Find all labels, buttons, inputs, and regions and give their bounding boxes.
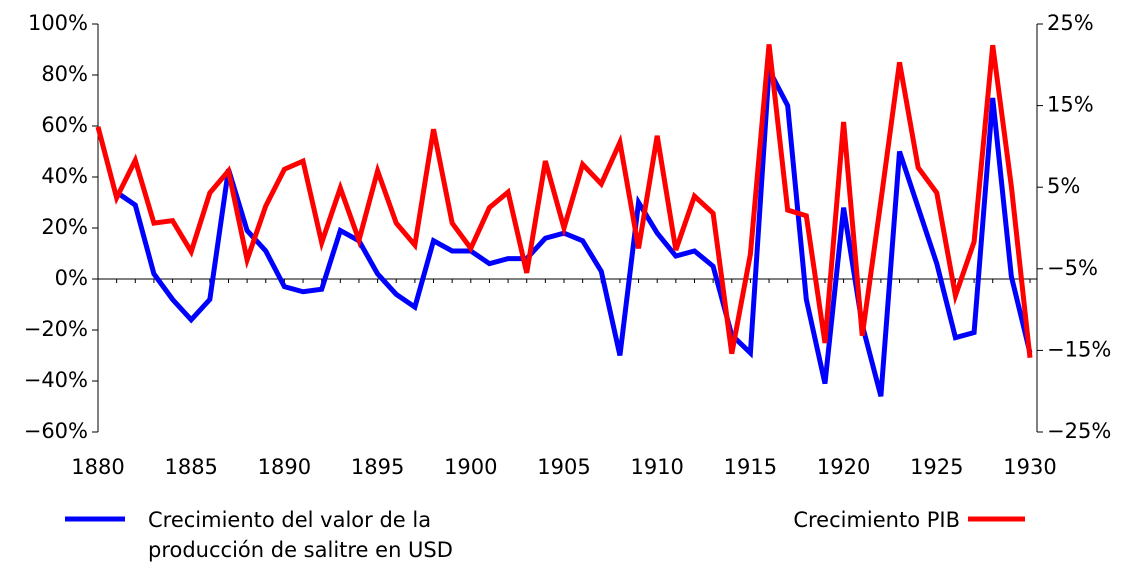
x-tick-label: 1925 (910, 455, 963, 479)
y2-tick-label: 5% (1047, 174, 1080, 198)
x-tick-label: 1910 (630, 455, 683, 479)
line-series (115, 60, 1033, 397)
y2-tick-label: 25% (1047, 11, 1094, 35)
legend-label: Crecimiento del valor de la producción d… (148, 508, 453, 562)
x-tick-label: 1905 (537, 455, 590, 479)
line-series (95, 44, 1033, 359)
x-tick-label: 1880 (71, 455, 124, 479)
x-tick-label: 1885 (164, 455, 217, 479)
y-tick-label: −40% (24, 368, 88, 392)
x-tick-label: 1890 (258, 455, 311, 479)
y-tick-label: 0% (55, 266, 88, 290)
x-tick-label: 1930 (1003, 455, 1056, 479)
y-tick-label: −20% (24, 317, 88, 341)
y-tick-label: 60% (41, 113, 88, 137)
x-tick-label: 1900 (444, 455, 497, 479)
y2-tick-label: 15% (1047, 93, 1094, 117)
y-tick-label: 40% (41, 164, 88, 188)
y-tick-label: −60% (24, 419, 88, 443)
y-tick-label: 100% (28, 11, 88, 35)
y-tick-label: 80% (41, 62, 88, 86)
y2-tick-label: −15% (1047, 337, 1111, 361)
y-tick-label: 20% (41, 215, 88, 239)
y2-tick-label: −5% (1047, 256, 1098, 280)
x-tick-label: 1915 (724, 455, 777, 479)
x-tick-label: 1920 (817, 455, 870, 479)
x-tick-label: 1895 (351, 455, 404, 479)
legend-label: Crecimiento PIB (793, 508, 960, 532)
y2-tick-label: −25% (1047, 419, 1111, 443)
